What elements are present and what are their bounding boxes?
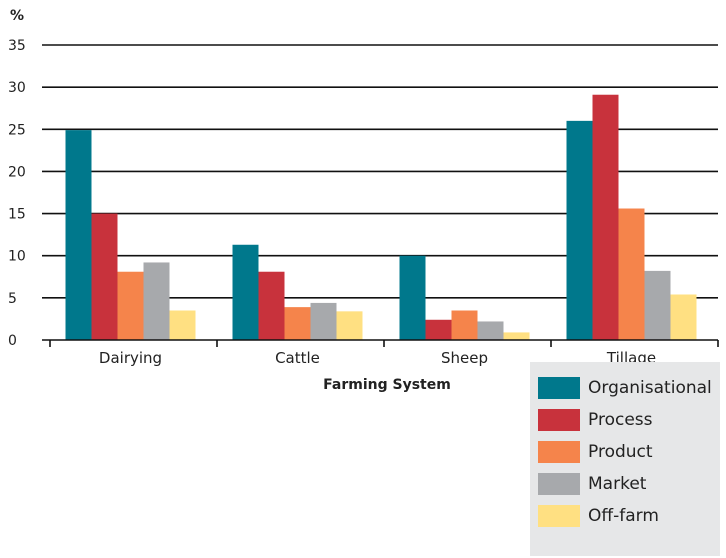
bar-process-cattle [258, 271, 285, 340]
y-tick-label: 20 [8, 164, 26, 180]
category-label: Sheep [441, 349, 488, 367]
bar-process-tillage [592, 94, 619, 340]
legend-item-market: Market [538, 468, 720, 500]
legend-swatch [538, 409, 580, 431]
bar-process-dairying [91, 213, 118, 340]
bar-market-sheep [477, 321, 504, 340]
bar-product-sheep [451, 310, 478, 340]
bar-organisational-cattle [232, 244, 259, 340]
legend-label: Process [588, 410, 653, 430]
category-label: Dairying [99, 349, 162, 367]
bar-market-tillage [644, 270, 671, 340]
x-axis-label: Farming System [323, 377, 451, 393]
bars [65, 94, 697, 340]
bar-market-dairying [143, 262, 170, 340]
y-tick-label: 5 [8, 291, 17, 307]
y-tick-label: 10 [8, 249, 26, 265]
bar-process-sheep [425, 319, 452, 340]
bar-organisational-sheep [399, 255, 426, 340]
y-tick-label: 25 [8, 122, 26, 138]
legend-item-process: Process [538, 404, 720, 436]
x-axis [42, 339, 719, 347]
legend-label: Off-farm [588, 506, 659, 526]
y-tick-labels: 0 5 10 15 20 25 30 35 [8, 38, 26, 349]
y-tick-label: 30 [8, 80, 26, 96]
bar-off-farm-tillage [670, 294, 697, 340]
legend-swatch [538, 473, 580, 495]
legend-label: Market [588, 474, 647, 494]
legend-swatch [538, 441, 580, 463]
y-unit-label: % [10, 8, 24, 24]
bar-product-cattle [284, 307, 311, 340]
category-label: Cattle [275, 349, 320, 367]
y-tick-label: 15 [8, 207, 26, 223]
y-tick-label: 35 [8, 38, 26, 54]
legend-swatch [538, 505, 580, 527]
legend-label: Product [588, 442, 653, 462]
bar-product-dairying [117, 271, 144, 340]
legend-swatch [538, 377, 580, 399]
legend-item-organisational: Organisational [538, 372, 720, 404]
bar-off-farm-sheep [503, 332, 530, 340]
legend: Organisational Process Product Market Of… [530, 362, 720, 556]
bar-off-farm-cattle [336, 311, 363, 340]
bar-organisational-dairying [65, 130, 92, 340]
bar-product-tillage [618, 208, 645, 340]
y-tick-label: 0 [8, 333, 17, 349]
legend-label: Organisational [588, 378, 712, 398]
bar-market-cattle [310, 302, 337, 340]
legend-item-product: Product [538, 436, 720, 468]
bar-off-farm-dairying [169, 310, 196, 340]
legend-item-off-farm: Off-farm [538, 500, 720, 532]
bar-organisational-tillage [566, 120, 593, 340]
